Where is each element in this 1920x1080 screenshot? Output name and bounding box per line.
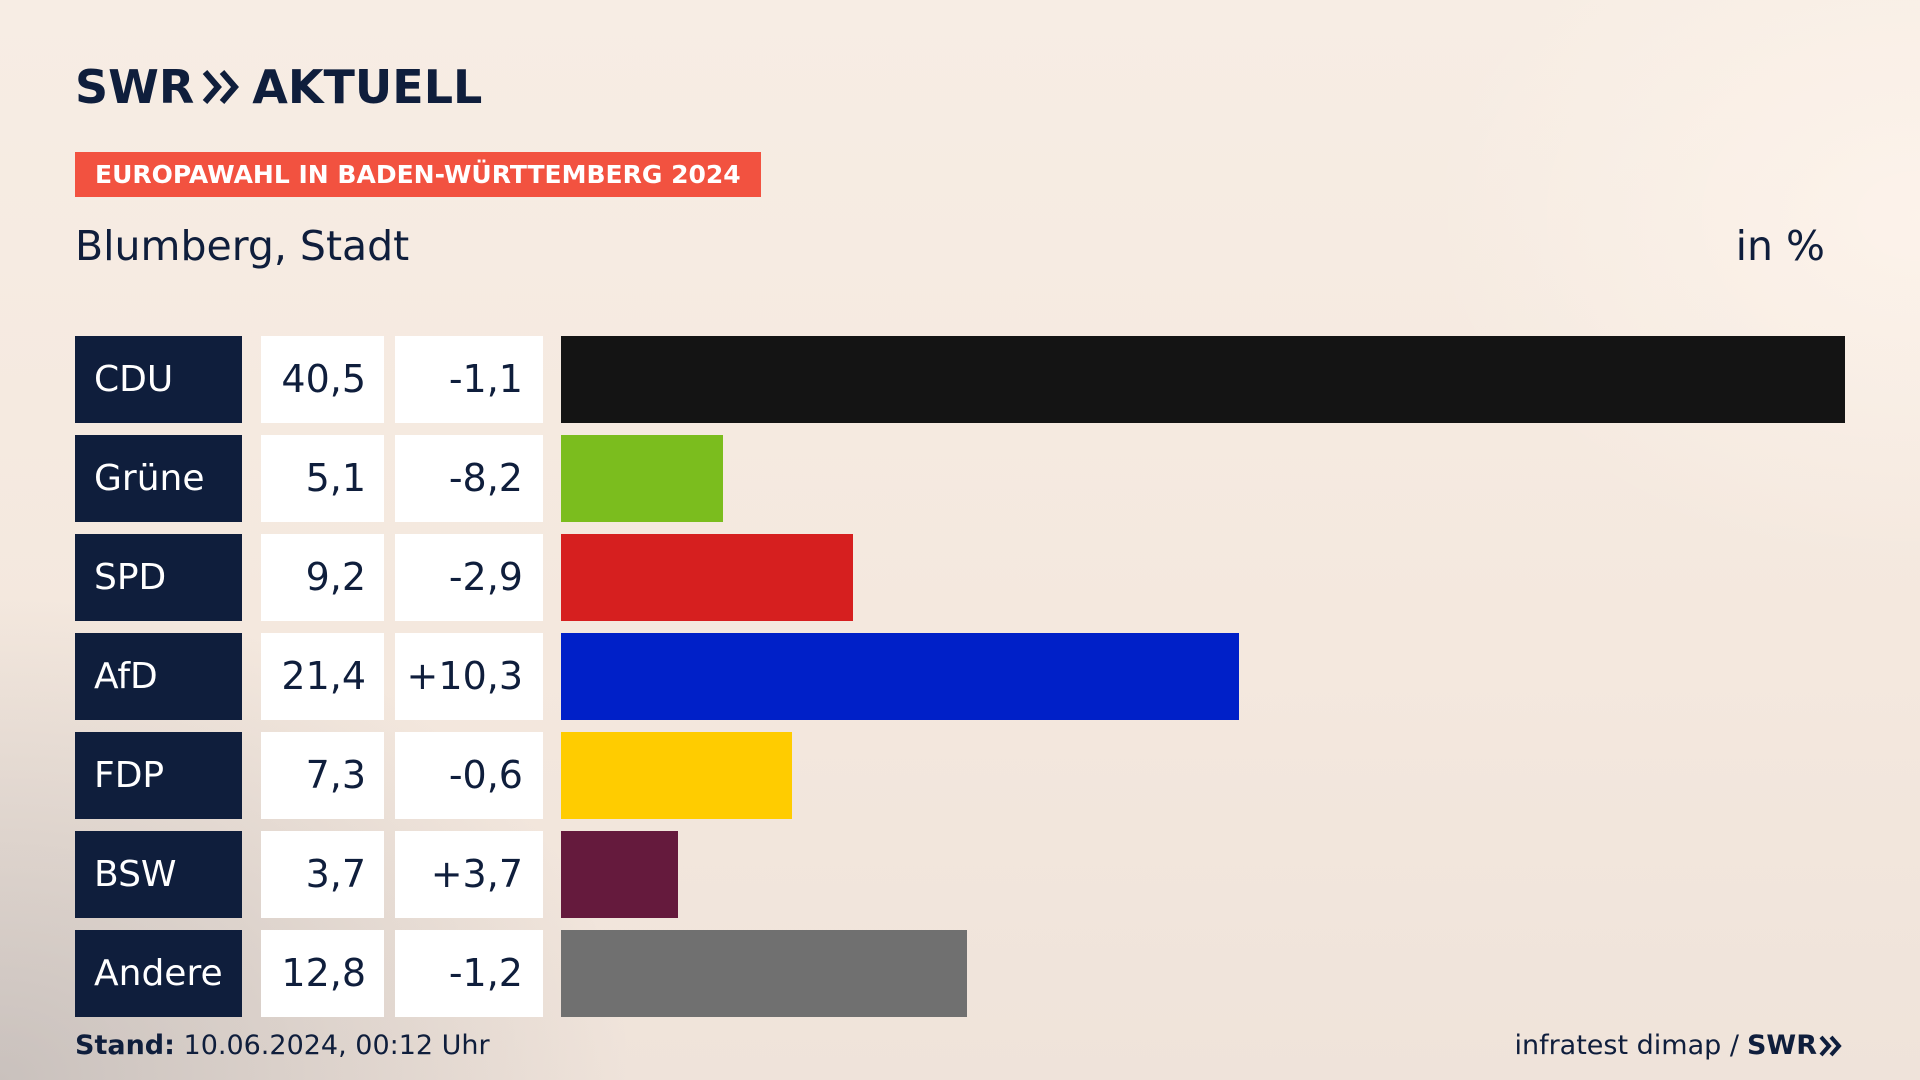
vote-share-value: 12,8 bbox=[261, 930, 384, 1017]
party-label: Grüne bbox=[75, 435, 242, 522]
result-row: AfD 21,4 +10,3 bbox=[75, 633, 1845, 720]
vote-change-value: -1,1 bbox=[395, 336, 543, 423]
double-chevron-right-icon bbox=[202, 69, 242, 105]
vote-share-bar bbox=[561, 732, 792, 819]
vote-share-value: 21,4 bbox=[261, 633, 384, 720]
party-label: BSW bbox=[75, 831, 242, 918]
source-text: infratest dimap / bbox=[1514, 1030, 1739, 1061]
vote-share-value: 5,1 bbox=[261, 435, 384, 522]
result-row: Andere 12,8 -1,2 bbox=[75, 930, 1845, 1017]
result-row: FDP 7,3 -0,6 bbox=[75, 732, 1845, 819]
logo-aktuell-text: AKTUELL bbox=[252, 60, 483, 114]
source-brand-text: SWR bbox=[1746, 1030, 1817, 1061]
timestamp: Stand: 10.06.2024, 00:12 Uhr bbox=[75, 1030, 490, 1061]
vote-share-value: 9,2 bbox=[261, 534, 384, 621]
party-label: Andere bbox=[75, 930, 242, 1017]
swr-aktuell-logo: SWR AKTUELL bbox=[75, 64, 482, 110]
vote-share-bar bbox=[561, 435, 723, 522]
vote-share-value: 3,7 bbox=[261, 831, 384, 918]
vote-share-bar bbox=[561, 633, 1239, 720]
vote-change-value: -2,9 bbox=[395, 534, 543, 621]
chevron-right-icon bbox=[1819, 1035, 1842, 1056]
party-label: CDU bbox=[75, 336, 242, 423]
vote-share-value: 7,3 bbox=[261, 732, 384, 819]
vote-share-value: 40,5 bbox=[261, 336, 384, 423]
vote-share-bar bbox=[561, 336, 1845, 423]
unit-label: in % bbox=[1735, 222, 1825, 270]
party-label: AfD bbox=[75, 633, 242, 720]
vote-share-bar bbox=[561, 831, 678, 918]
source-credit: infratest dimap / SWR bbox=[1514, 1030, 1843, 1061]
result-row: Grüne 5,1 -8,2 bbox=[75, 435, 1845, 522]
vote-change-value: +10,3 bbox=[395, 633, 543, 720]
region-title: Blumberg, Stadt bbox=[75, 222, 410, 270]
vote-change-value: +3,7 bbox=[395, 831, 543, 918]
vote-change-value: -8,2 bbox=[395, 435, 543, 522]
logo-swr-text: SWR bbox=[75, 60, 195, 114]
result-row: SPD 9,2 -2,9 bbox=[75, 534, 1845, 621]
party-label: FDP bbox=[75, 732, 242, 819]
vote-share-bar bbox=[561, 930, 967, 1017]
stand-value: 10.06.2024, 00:12 Uhr bbox=[183, 1030, 490, 1061]
party-label: SPD bbox=[75, 534, 242, 621]
vote-change-value: -1,2 bbox=[395, 930, 543, 1017]
result-row: BSW 3,7 +3,7 bbox=[75, 831, 1845, 918]
vote-share-bar bbox=[561, 534, 853, 621]
result-row: CDU 40,5 -1,1 bbox=[75, 336, 1845, 423]
election-tagline: EUROPAWAHL IN BADEN-WÜRTTEMBERG 2024 bbox=[75, 152, 761, 197]
source-brand: SWR bbox=[1747, 1030, 1843, 1061]
vote-change-value: -0,6 bbox=[395, 732, 543, 819]
stand-label: Stand: bbox=[75, 1030, 175, 1061]
